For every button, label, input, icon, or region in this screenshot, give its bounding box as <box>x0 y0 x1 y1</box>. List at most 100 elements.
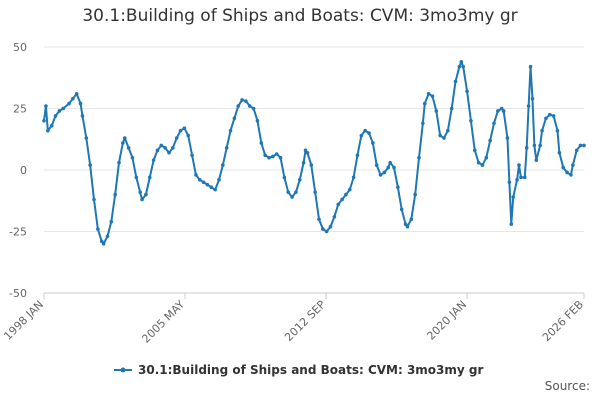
data-point <box>278 155 283 160</box>
data-point <box>49 123 54 128</box>
data-point <box>578 143 583 148</box>
data-point <box>147 175 152 180</box>
data-point <box>247 104 252 108</box>
data-point <box>480 163 485 167</box>
data-point <box>347 187 352 192</box>
grid-layer <box>44 46 584 294</box>
data-point <box>197 178 202 182</box>
data-point <box>144 192 148 197</box>
data-point <box>209 185 214 190</box>
data-point <box>405 224 410 229</box>
data-point <box>217 178 221 182</box>
data-point <box>409 217 414 221</box>
data-point <box>540 128 544 133</box>
data-point <box>488 138 492 143</box>
data-point <box>140 197 144 202</box>
data-point <box>413 192 417 197</box>
data-point <box>130 155 135 160</box>
data-point <box>465 89 469 94</box>
data-point <box>388 160 392 165</box>
data-point <box>442 136 446 140</box>
data-point <box>80 114 85 118</box>
series-layer <box>42 59 586 246</box>
data-point <box>582 143 586 148</box>
data-point <box>259 141 264 145</box>
data-point <box>46 128 50 133</box>
data-point <box>557 150 562 155</box>
data-point <box>88 163 92 167</box>
data-point <box>421 121 425 126</box>
data-point <box>426 91 431 96</box>
data-point <box>182 126 187 130</box>
y-tick-label: 25 <box>13 103 27 116</box>
data-point <box>476 160 481 165</box>
data-point <box>105 234 110 239</box>
x-tick-label: 2012 SEP <box>282 298 328 344</box>
data-point <box>399 207 404 212</box>
data-point <box>457 64 462 69</box>
data-point <box>515 178 519 182</box>
data-point <box>511 195 516 199</box>
data-point <box>61 106 66 111</box>
data-point <box>530 96 535 101</box>
data-point <box>551 114 556 118</box>
x-tick-label: 2005 MAY <box>139 298 187 346</box>
data-point <box>496 109 500 113</box>
x-tick-label: 2020 JAN <box>424 298 469 343</box>
data-point <box>113 192 117 197</box>
data-point <box>569 173 573 177</box>
data-point <box>446 128 450 133</box>
chart-title: 30.1:Building of Ships and Boats: CVM: 3… <box>82 6 518 26</box>
data-point <box>524 146 529 150</box>
data-point <box>501 109 506 113</box>
data-point <box>534 158 539 162</box>
legend-label: 30.1:Building of Ships and Boats: CVM: 3… <box>138 363 483 377</box>
data-point <box>151 158 156 162</box>
data-point <box>378 173 383 177</box>
data-point <box>159 143 164 148</box>
data-point <box>351 175 356 180</box>
data-point <box>517 163 521 167</box>
data-point <box>78 101 83 106</box>
data-point <box>367 131 371 135</box>
y-tick-label: -25 <box>9 226 27 239</box>
y-tick-label: -50 <box>9 287 27 300</box>
data-point <box>336 202 341 207</box>
data-point <box>509 222 514 226</box>
data-point <box>194 173 198 177</box>
data-point <box>244 99 248 103</box>
data-point <box>332 214 337 219</box>
data-point <box>396 185 400 190</box>
data-point <box>453 79 458 84</box>
data-point <box>386 165 391 170</box>
data-point <box>519 175 523 180</box>
x-tick-label: 1998 JAN <box>1 298 46 343</box>
data-point <box>565 170 569 175</box>
data-point <box>469 119 473 123</box>
data-point <box>174 136 179 140</box>
data-point <box>297 178 302 182</box>
data-point <box>438 133 442 138</box>
data-point <box>430 94 435 98</box>
legend-swatch-marker <box>120 367 126 373</box>
data-point <box>109 219 114 224</box>
data-point <box>274 152 279 156</box>
data-point <box>571 163 575 167</box>
data-point <box>422 101 427 106</box>
data-point <box>190 153 194 158</box>
data-point <box>99 239 104 244</box>
data-point <box>555 128 560 133</box>
legend-layer: 30.1:Building of Ships and Boats: CVM: 3… <box>114 363 483 377</box>
data-point <box>507 180 512 185</box>
data-point <box>134 175 139 180</box>
data-point <box>126 146 131 150</box>
data-point <box>359 133 364 138</box>
data-point <box>96 227 100 231</box>
data-point <box>213 187 217 192</box>
x-tick-label: 2026 FEB <box>540 298 586 344</box>
data-point <box>57 109 62 113</box>
data-point <box>417 155 421 160</box>
data-point <box>240 98 244 102</box>
